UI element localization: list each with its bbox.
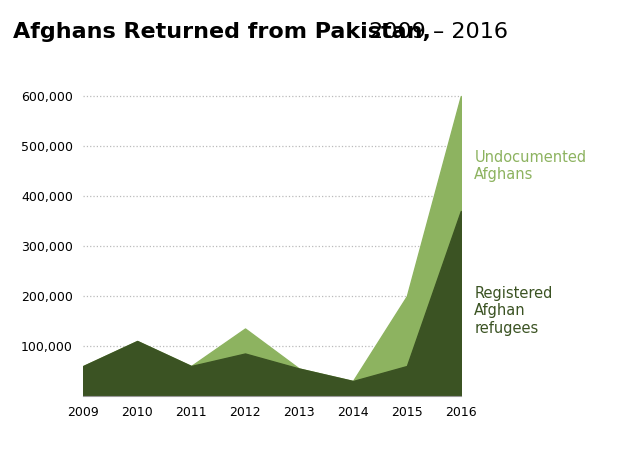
Text: 2009 – 2016: 2009 – 2016: [362, 22, 508, 42]
Text: Undocumented
Afghans: Undocumented Afghans: [474, 150, 586, 182]
Text: Registered
Afghan
refugees: Registered Afghan refugees: [474, 286, 553, 336]
Text: Afghans Returned from Pakistan,: Afghans Returned from Pakistan,: [13, 22, 431, 42]
